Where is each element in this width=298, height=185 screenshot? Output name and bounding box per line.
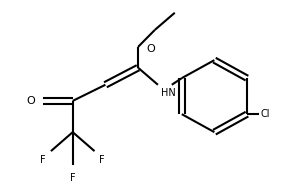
Text: Cl: Cl [261,109,270,119]
Text: F: F [70,173,75,183]
Text: O: O [146,44,155,54]
Text: O: O [26,96,35,106]
Text: HN: HN [161,88,176,98]
Text: F: F [100,155,105,165]
Text: F: F [40,155,46,165]
